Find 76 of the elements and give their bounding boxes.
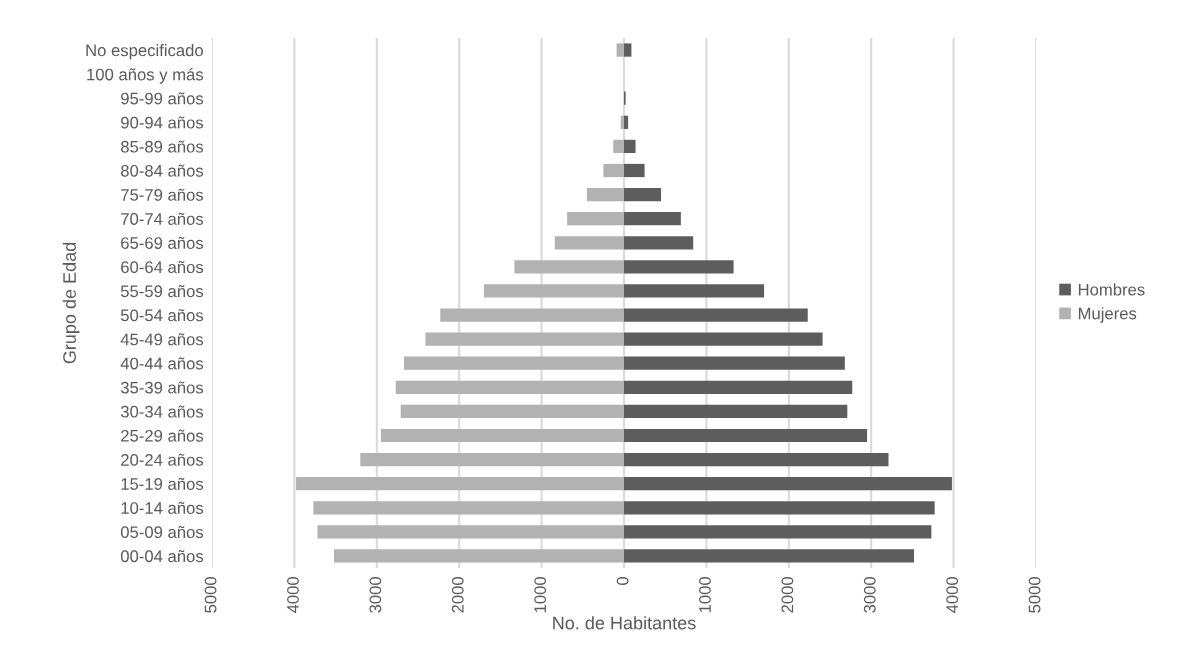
bar	[624, 356, 845, 370]
bar	[514, 260, 624, 274]
x-tick-label: 4000	[287, 576, 299, 614]
x-tick-label: 2000	[451, 576, 464, 613]
bar	[624, 549, 915, 563]
y-axis-title: Grupo de Edad	[62, 242, 80, 364]
bar	[624, 452, 889, 467]
bar	[613, 139, 624, 154]
bar	[296, 477, 624, 491]
y-tick-label: 15-19 años	[121, 477, 204, 490]
bar	[624, 308, 808, 322]
bar	[624, 428, 868, 443]
x-tick-label: 3000	[369, 576, 382, 613]
y-tick-label: 05-09 años	[120, 525, 204, 539]
y-tick-label: 40-44 años	[120, 357, 204, 370]
y-tick-label: 00-04 años	[120, 550, 204, 563]
y-tick-label: 65-69 años	[121, 236, 204, 249]
y-tick-label: 10-14 años	[121, 501, 204, 514]
y-tick-label: 80-84 años	[121, 164, 204, 177]
bar	[624, 212, 681, 226]
legend-label: Mujeres	[1078, 307, 1137, 323]
bar	[616, 43, 624, 57]
bar	[395, 380, 624, 394]
bar	[624, 163, 645, 178]
bar	[624, 43, 632, 57]
x-tick-label: 1000	[699, 576, 711, 613]
bar	[440, 308, 624, 322]
y-tick-label: 35-39 años	[120, 381, 204, 394]
x-axis-title: No. de Habitantes	[553, 616, 696, 630]
bar	[624, 525, 932, 539]
y-tick-label: 60-64 años	[121, 260, 204, 274]
bar	[603, 163, 624, 178]
bar	[624, 115, 629, 129]
bar	[425, 332, 624, 346]
bar	[586, 187, 624, 202]
bar	[624, 380, 853, 394]
y-tick-label: No especificado	[86, 44, 203, 60]
bar	[624, 236, 694, 250]
y-tick-label: 45-49 años	[120, 333, 204, 346]
bar	[624, 501, 935, 515]
legend-label: Hombres	[1078, 283, 1145, 296]
bar	[403, 356, 624, 370]
bar	[313, 501, 624, 515]
bar	[624, 187, 662, 202]
bar	[624, 332, 823, 346]
x-tick-label: 0	[616, 576, 629, 585]
bar	[483, 284, 624, 298]
bar	[554, 236, 624, 250]
y-tick-label: 75-79 años	[121, 188, 204, 201]
bar	[624, 284, 765, 298]
x-tick-label: 1000	[534, 576, 547, 613]
y-tick-label: 95-99 años	[121, 92, 204, 105]
bar	[317, 525, 624, 539]
bar	[624, 404, 848, 419]
y-tick-label: 55-59 años	[120, 285, 204, 298]
bar	[624, 260, 734, 274]
x-tick-label: 5000	[204, 576, 217, 613]
x-tick-label: 2000	[781, 576, 794, 613]
bar	[360, 452, 624, 467]
bar	[400, 404, 624, 419]
y-tick-label: 20-24 años	[121, 453, 204, 466]
bar	[380, 428, 624, 443]
bar	[624, 139, 636, 154]
y-tick-label: 70-74 años	[121, 212, 204, 225]
y-tick-label: 30-34 años	[120, 405, 204, 418]
bar	[567, 212, 624, 226]
y-tick-label: 90-94 años	[121, 116, 204, 129]
y-tick-label: 25-29 años	[121, 429, 204, 442]
bar	[333, 549, 624, 563]
y-tick-label: 100 años y más	[87, 68, 204, 84]
bar	[624, 477, 952, 491]
y-tick-label: 85-89 años	[121, 140, 204, 153]
x-tick-label: 5000	[1028, 576, 1041, 613]
y-tick-label: 50-54 años	[120, 309, 204, 322]
x-tick-label: 4000	[946, 576, 959, 614]
x-tick-label: 3000	[863, 576, 876, 613]
